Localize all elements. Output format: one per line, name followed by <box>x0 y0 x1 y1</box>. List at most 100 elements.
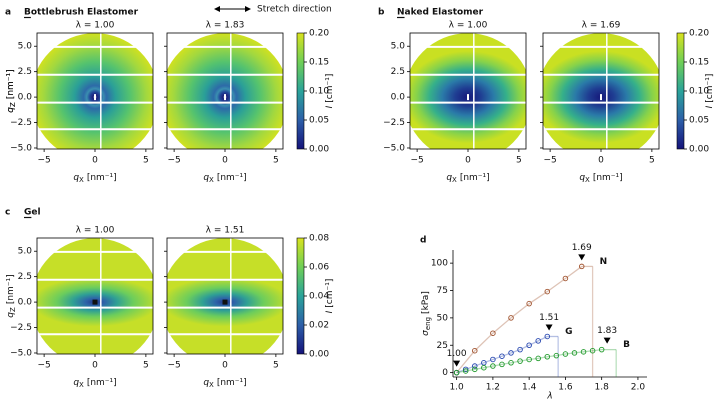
label-subscript: X <box>452 176 457 184</box>
colorbar-tick-label: 0.00 <box>309 145 329 155</box>
data-point <box>578 263 585 270</box>
beam-stop <box>224 94 226 101</box>
colorbar-tick-label: 0.00 <box>689 145 709 155</box>
beam-stop <box>467 94 469 101</box>
series-name: N <box>600 257 608 267</box>
y-tick-label: −5.0 <box>383 143 405 153</box>
subplot-title: λ = 1.69 <box>582 21 621 31</box>
detector-image <box>410 33 526 149</box>
break-label: 1.51 <box>539 313 559 323</box>
data-point <box>499 353 505 359</box>
y-axis-label: qZ [nm⁻¹] <box>6 69 18 112</box>
scattering-image <box>167 33 283 149</box>
label-unit: [cm⁻¹] <box>705 74 715 103</box>
label-symbol: q <box>446 173 452 183</box>
label-unit: [kPa] <box>421 291 431 314</box>
beam-stop <box>92 299 98 305</box>
data-point <box>508 360 514 366</box>
colorbar-tick-label: 0.10 <box>689 87 709 97</box>
x-tick-label: 0 <box>222 156 228 166</box>
y-tick-label: 5.0 <box>18 42 33 52</box>
detector-image <box>167 33 283 149</box>
x-tick-label: 1.2 <box>486 383 500 393</box>
panel-label: d <box>420 236 426 246</box>
colorbar-tick-label: 0.20 <box>689 29 709 39</box>
x-tick-label: −5 <box>543 156 556 166</box>
data-point <box>544 288 551 295</box>
colorbar-tick-label: 0.05 <box>689 116 709 126</box>
label-unit: [nm⁻¹] <box>6 69 16 99</box>
break-marker <box>578 254 586 261</box>
x-tick-label: 0 <box>598 156 604 166</box>
data-point <box>544 353 551 360</box>
arrow-head <box>245 6 251 12</box>
colorbar-tick-label: 0.08 <box>309 234 329 244</box>
y-tick-label: 75 <box>437 286 448 296</box>
label-symbol: I <box>325 310 335 313</box>
colorbar-tick-label: 0.06 <box>309 263 329 273</box>
y-tick-label: 0.0 <box>18 298 33 308</box>
scattering-image <box>167 238 283 354</box>
x-axis-label: λ <box>546 392 552 402</box>
label-unit: [nm⁻¹] <box>87 378 117 388</box>
series-name: B <box>623 340 630 350</box>
label-symbol: q <box>203 173 209 183</box>
x-tick-label: 5 <box>649 156 655 166</box>
data-point <box>571 350 578 356</box>
label-unit: [nm⁻¹] <box>217 378 247 388</box>
x-tick-label: 0 <box>465 156 471 166</box>
y-tick-label: 2.5 <box>391 67 405 77</box>
x-axis-label: qX [nm⁻¹] <box>203 173 246 185</box>
x-tick-label: 5 <box>143 156 149 166</box>
scattering-image <box>37 238 153 354</box>
data-point <box>598 346 605 353</box>
break-marker <box>603 337 611 344</box>
x-tick-label: −5 <box>167 156 180 166</box>
x-tick-label: 1.0 <box>449 383 464 393</box>
subplot-title: λ = 1.00 <box>76 21 115 31</box>
label-symbol: σ <box>421 330 431 336</box>
break-marker <box>545 324 553 331</box>
label-subscript: Z <box>9 102 17 107</box>
colorbar-tick-label: 0.20 <box>309 29 329 39</box>
x-tick-label: 5 <box>143 361 149 371</box>
colorbar-tick-label: 0.15 <box>689 58 709 68</box>
colorbar <box>296 32 305 150</box>
colorbar-tick-label: 0.04 <box>309 292 329 302</box>
label-symbol: q <box>579 173 585 183</box>
y-tick-label: 5.0 <box>391 42 406 52</box>
label-subscript: Z <box>9 307 17 312</box>
break-label: 1.83 <box>597 326 617 336</box>
y-tick-label: 0 <box>442 368 448 378</box>
x-tick-label: −5 <box>410 156 423 166</box>
label-symbol: q <box>6 107 16 113</box>
data-point <box>453 369 460 376</box>
x-tick-label: 0 <box>222 361 228 371</box>
y-tick-label: 5.0 <box>18 247 33 257</box>
label-unit: [nm⁻¹] <box>217 173 247 183</box>
y-tick-label: −2.5 <box>10 118 32 128</box>
label-subscript: X <box>79 381 84 389</box>
panel-label: a <box>5 8 11 18</box>
data-point <box>508 315 514 321</box>
label-unit: [nm⁻¹] <box>6 274 16 304</box>
x-tick-label: 0 <box>92 156 98 166</box>
x-axis-label: qX [nm⁻¹] <box>446 173 489 185</box>
label-symbol: q <box>203 378 209 388</box>
stretch-label: Stretch direction <box>257 5 332 15</box>
label-subscript: X <box>585 176 590 184</box>
y-tick-label: −5.0 <box>10 348 32 358</box>
subplot-title: λ = 1.00 <box>449 21 488 31</box>
label-symbol: I <box>325 105 335 108</box>
y-axis-label: σeng [kPa] <box>421 291 433 336</box>
colorbar-tick-label: 0.02 <box>309 321 329 331</box>
beam-stop <box>600 94 602 101</box>
y-tick-label: 2.5 <box>18 272 32 282</box>
label-unit: [nm⁻¹] <box>6 69 16 99</box>
label-unit: [cm⁻¹] <box>325 279 335 308</box>
colorbar-label: I [cm⁻¹] <box>705 74 715 109</box>
y-tick-label: −2.5 <box>383 118 405 128</box>
data-point <box>544 333 551 340</box>
label-unit: [cm⁻¹] <box>325 74 335 103</box>
